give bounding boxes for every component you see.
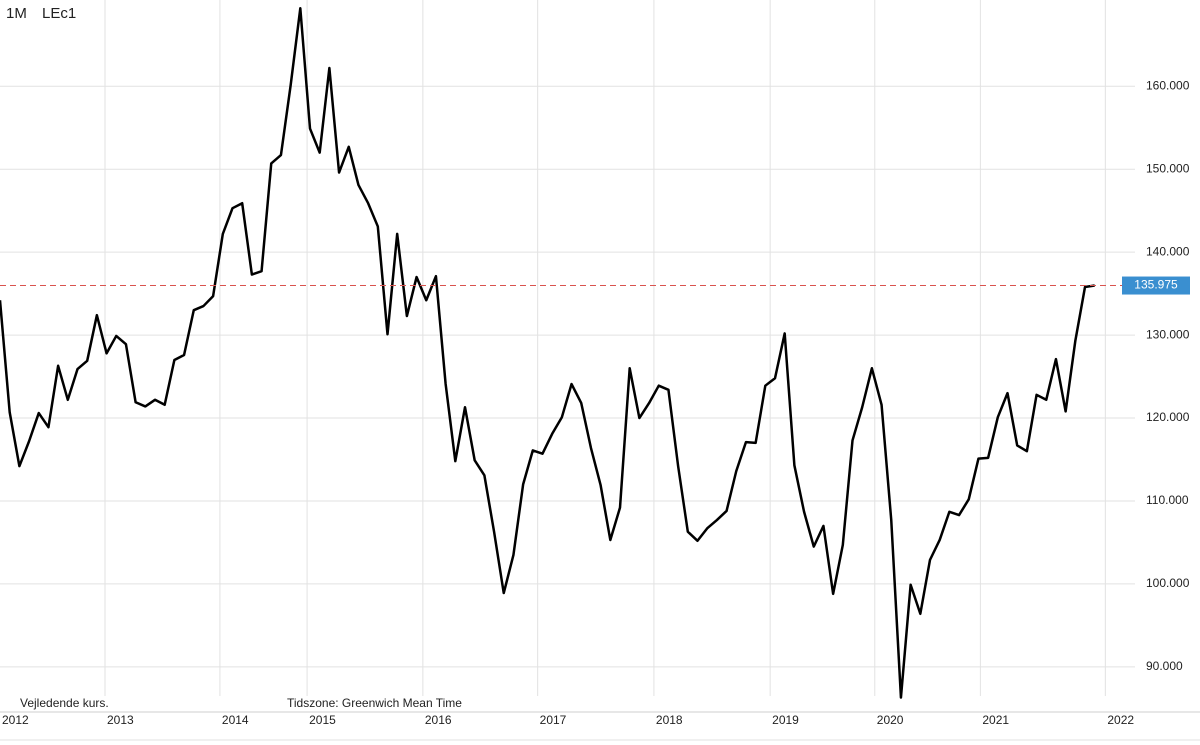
last-price-box xyxy=(1122,276,1190,295)
y-tick-label: 130.000 xyxy=(1146,327,1190,341)
x-tick-label: 2013 xyxy=(107,713,134,727)
x-tick-label: 2018 xyxy=(656,713,683,727)
x-tick-label: 2021 xyxy=(982,713,1009,727)
price-line xyxy=(0,7,1095,699)
symbol-label: LEc1 xyxy=(42,5,76,22)
x-tick-label: 2016 xyxy=(425,713,452,727)
x-tick-label: 2019 xyxy=(772,713,799,727)
x-tick-label: 2012 xyxy=(2,713,29,727)
note-timezone: Tidszone: Greenwich Mean Time xyxy=(287,696,462,710)
x-tick-label: 2015 xyxy=(309,713,336,727)
y-tick-label: 160.000 xyxy=(1146,78,1190,92)
plot-layer: 90.000 100.000 110.000 120.000 130.000 140.00… xyxy=(0,7,1190,727)
x-tick-label: 2022 xyxy=(1107,713,1134,727)
y-tick-label: 110.000 xyxy=(1146,493,1189,507)
interval-label: 1M xyxy=(6,5,27,22)
y-tick-label: 150.000 xyxy=(1146,161,1190,175)
y-tick-label: 90.000 xyxy=(1146,659,1183,673)
y-tick-label: 100.000 xyxy=(1146,576,1190,590)
note-left: Vejledende kurs. xyxy=(20,696,109,710)
last-price-label: 135.975 xyxy=(1134,278,1178,292)
x-tick-label: 2017 xyxy=(540,713,567,727)
y-tick-label: 140.000 xyxy=(1146,244,1190,258)
x-tick-label: 2020 xyxy=(877,713,904,727)
x-tick-label: 2014 xyxy=(222,713,249,727)
y-tick-label: 120.000 xyxy=(1146,410,1190,424)
